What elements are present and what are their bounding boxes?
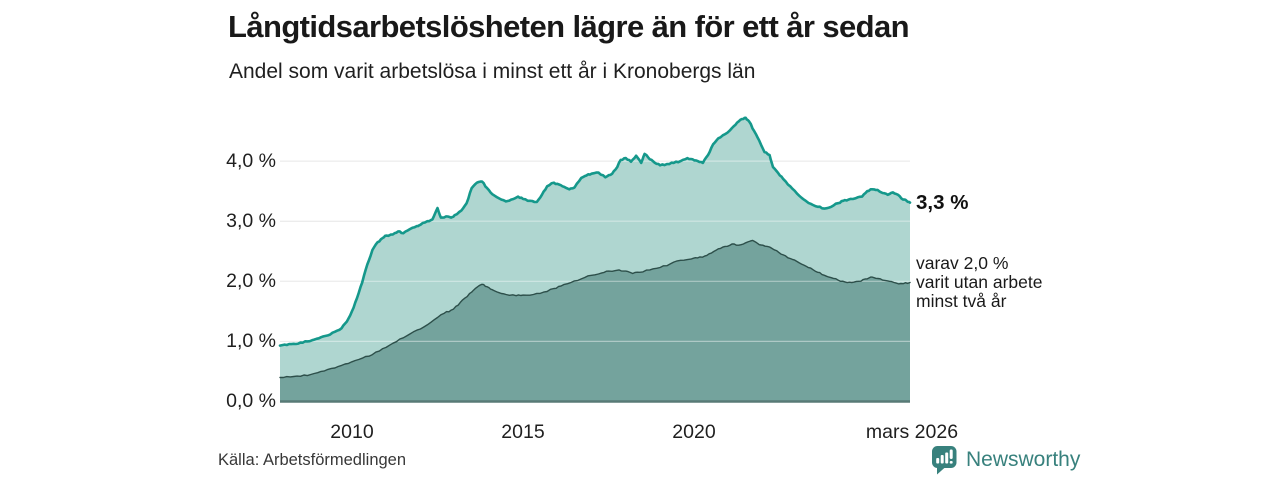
y-tick-label: 3,0 %: [226, 210, 276, 232]
subset-annotation-line: varit utan arbete: [916, 272, 1043, 292]
source-text: Källa: Arbetsförmedlingen: [218, 451, 407, 469]
page-subtitle: Andel som varit arbetslösa i minst ett å…: [229, 60, 756, 83]
y-tick-label: 2,0 %: [226, 270, 276, 292]
y-tick-label: 1,0 %: [226, 330, 276, 352]
y-tick-label: 0,0 %: [226, 390, 276, 412]
x-tick-label: 2020: [672, 421, 716, 443]
newsworthy-logo: Newsworthy: [931, 444, 1080, 476]
x-tick-label: mars 2026: [865, 421, 959, 443]
subset-annotation: varav 2,0 % varit utan arbete minst två …: [916, 254, 1042, 311]
x-tick-label: 2010: [330, 421, 374, 443]
brand-name: Newsworthy: [966, 448, 1081, 471]
y-tick-label: 4,0 %: [226, 150, 276, 172]
newsworthy-logo-icon: [932, 445, 957, 474]
page-title: Långtidsarbetslösheten lägre än för ett …: [228, 9, 910, 44]
subset-annotation-line: minst två år: [916, 291, 1007, 311]
subset-annotation-line: varav 2,0 %: [916, 253, 1009, 273]
total-value-annotation: 3,3 %: [916, 191, 969, 214]
x-tick-label: 2015: [501, 421, 545, 443]
